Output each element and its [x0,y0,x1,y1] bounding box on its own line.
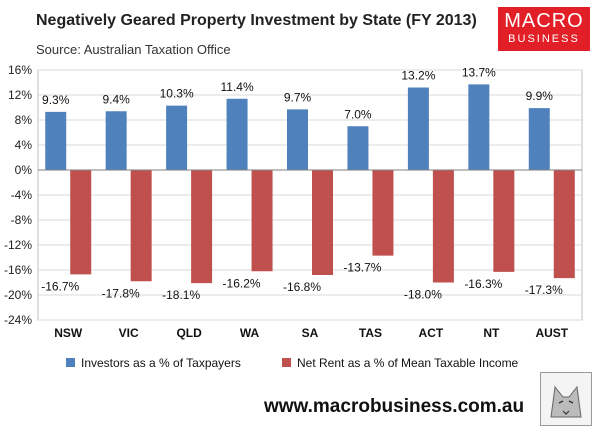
bar-investors [407,87,429,170]
website-url: www.macrobusiness.com.au [264,396,525,417]
bar-investors [226,98,248,170]
data-label-net-rent: -16.3% [464,277,502,291]
data-label-investors: 13.7% [462,65,496,79]
bar-net-rent [251,170,273,272]
bar-net-rent [372,170,394,256]
bar-investors [166,105,188,170]
y-tick-label: 16% [8,63,32,77]
legend-label-investors: Investors as a % of Taxpayers [81,356,241,370]
y-tick-label: 12% [8,88,32,102]
y-tick-label: 8% [15,113,33,127]
y-tick-label: 0% [15,163,33,177]
y-tick-label: -12% [4,238,32,252]
data-label-investors: 13.2% [401,69,435,83]
bar-investors [528,108,550,170]
data-label-net-rent: -13.7% [343,261,381,275]
x-category-label: SA [302,326,319,340]
x-category-label: TAS [359,326,382,340]
bar-investors [468,84,490,170]
data-label-net-rent: -17.8% [102,286,140,300]
x-category-label: AUST [535,326,568,340]
macrobusiness-logo: MACRO BUSINESS [498,7,590,51]
bar-net-rent [70,170,92,275]
bar-investors [105,111,127,170]
x-category-label: WA [240,326,260,340]
data-label-net-rent: -16.8% [283,280,321,294]
legend-label-net-rent: Net Rent as a % of Mean Taxable Income [297,356,519,370]
legend-swatch-investors [66,358,75,367]
y-tick-label: -4% [11,188,33,202]
y-tick-label: 4% [15,138,33,152]
y-tick-label: -8% [11,213,33,227]
data-label-net-rent: -18.1% [162,288,200,302]
data-label-investors: 7.0% [344,107,372,121]
x-category-label: NSW [54,326,83,340]
x-category-label: ACT [419,326,444,340]
data-label-investors: 9.9% [526,89,554,103]
legend-swatch-net-rent [282,358,291,367]
bar-investors [347,126,369,170]
chart-source: Source: Australian Taxation Office [36,42,231,57]
x-category-label: QLD [176,326,202,340]
bar-net-rent [191,170,213,284]
chart-title: Negatively Geared Property Investment by… [36,12,477,29]
bar-investors [45,111,67,170]
data-label-investors: 11.4% [220,80,253,94]
wolf-mascot-icon [540,372,592,426]
bar-net-rent [553,170,575,279]
logo-line-2: BUSINESS [508,33,580,45]
bar-investors [287,109,308,170]
data-label-net-rent: -16.2% [223,276,261,290]
data-label-investors: 10.3% [160,87,194,101]
bar-net-rent [493,170,515,272]
bar-net-rent [130,170,152,282]
y-tick-label: -16% [4,263,32,277]
data-label-net-rent: -18.0% [404,288,442,302]
data-label-investors: 9.7% [284,90,312,104]
bar-net-rent [312,170,333,275]
data-label-investors: 9.4% [102,92,130,106]
y-tick-label: -20% [4,288,32,302]
x-category-label: VIC [119,326,139,340]
data-label-investors: 9.3% [42,93,70,107]
x-category-label: NT [483,326,500,340]
data-label-net-rent: -17.3% [525,283,563,297]
bar-net-rent [432,170,454,283]
logo-line-1: MACRO [504,10,584,32]
y-tick-label: -24% [4,313,32,327]
data-label-net-rent: -16.7% [41,279,79,293]
